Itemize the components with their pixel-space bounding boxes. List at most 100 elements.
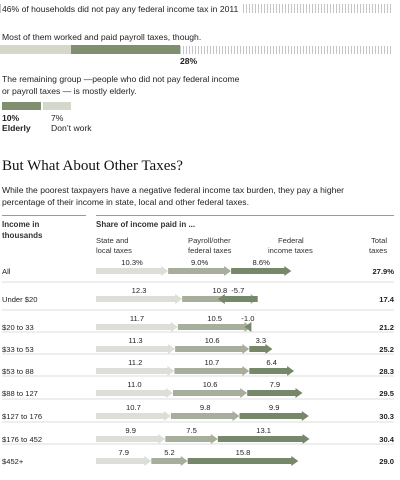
no-federal-income-tax-caption: 46% of households did not pay any federa…	[2, 3, 242, 15]
row-total-3: 25.2	[379, 345, 394, 354]
state-bar-1	[96, 294, 183, 304]
payroll-share-value: 28%	[180, 56, 198, 66]
row-label-5: $88 to 127	[2, 389, 38, 398]
dont-work-value: 7%	[51, 113, 64, 123]
payroll-bar-2	[177, 322, 252, 332]
payroll-bar-7	[165, 434, 218, 444]
federal-bar-6	[239, 411, 309, 421]
row-label-3: $33 to 53	[2, 345, 34, 354]
section-description-line2: percentage of their income in state, loc…	[2, 197, 249, 207]
payroll-bar-8	[151, 456, 188, 466]
header-rule-right	[96, 215, 394, 216]
remaining-caption-line2: or payroll taxes — is mostly elderly.	[2, 86, 137, 96]
federal-bar-2	[244, 322, 252, 332]
section-description-line1: While the poorest taxpayers have a negat…	[2, 185, 345, 195]
state-label-6: 10.7	[126, 403, 141, 412]
federal-bar-1	[217, 294, 258, 304]
state-label-8: 7.9	[118, 448, 129, 457]
federal-bar-4	[249, 366, 295, 376]
payroll-bar-3	[175, 344, 250, 354]
payroll-label-2: 10.5	[207, 314, 222, 323]
federal-label-4: 6.4	[266, 358, 277, 367]
state-label-7: 9.9	[125, 426, 136, 435]
state-label-0: 10.3%	[121, 258, 143, 267]
dont-work-share-bar	[43, 102, 71, 110]
row-label-8: $452+	[2, 457, 24, 466]
payroll-label-7: 7.5	[186, 426, 197, 435]
payroll-label-5: 10.6	[203, 380, 218, 389]
row-total-2: 21.2	[379, 323, 394, 332]
payroll-bar-6	[170, 411, 240, 421]
federal-label-8: 15.8	[236, 448, 251, 457]
row-label-7: $176 to 452	[2, 435, 42, 444]
state-bar-7	[96, 434, 166, 444]
state-bar-8	[96, 456, 152, 466]
row-total-1: 17.4	[379, 295, 395, 304]
federal-bar-8	[187, 456, 299, 466]
state-bar-2	[96, 322, 178, 332]
state-bar-4	[96, 366, 175, 376]
payroll-bar-0	[168, 266, 232, 276]
payroll-label-0: 9.0%	[191, 258, 209, 267]
income-header-line2: thousands	[2, 231, 43, 240]
elderly-share-bar	[2, 102, 42, 110]
payroll-bar-5	[173, 388, 248, 398]
federal-label-0: 8.6%	[253, 258, 271, 267]
elderly-value: 10%	[2, 113, 20, 123]
paid-payroll-share-bar	[70, 45, 181, 54]
row-total-8: 29.0	[379, 457, 394, 466]
federal-label-6: 9.9	[269, 403, 280, 412]
payroll-bar-4	[174, 366, 250, 376]
state-label-2: 11.7	[130, 314, 144, 323]
row-label-6: $127 to 176	[2, 412, 42, 421]
state-label-5: 11.0	[127, 380, 141, 389]
row-label-1: Under $20	[2, 295, 37, 304]
payroll-label-1: 10.8	[213, 286, 228, 295]
payroll-bar-track	[0, 46, 392, 54]
federal-bar-3	[249, 344, 273, 354]
federal-label-1: -5.7	[231, 286, 244, 295]
state-bar-3	[96, 344, 176, 354]
section-title: But What About Other Taxes?	[2, 158, 183, 174]
row-total-6: 30.3	[379, 412, 394, 421]
header-rule-left	[2, 215, 86, 216]
payroll-header-line1: Payroll/other	[188, 236, 231, 245]
federal-bar-7	[217, 434, 310, 444]
row-total-4: 28.3	[379, 367, 394, 376]
federal-bar-0	[231, 266, 292, 276]
federal-label-7: 13.1	[256, 426, 271, 435]
state-bar-0	[96, 266, 169, 276]
state-label-1: 12.3	[132, 286, 147, 295]
payroll-label-8: 5.2	[164, 448, 175, 457]
dont-work-label: Don’t work	[51, 123, 92, 133]
row-label-2: $20 to 33	[2, 323, 34, 332]
row-label-0: All	[2, 267, 11, 276]
payroll-label-6: 9.8	[200, 403, 211, 412]
state-bar-6	[96, 411, 171, 421]
federal-label-2: -1.0	[241, 314, 254, 323]
federal-header-line2: income taxes	[268, 246, 313, 255]
federal-label-3: 3.3	[256, 336, 267, 345]
payroll-header-line2: federal taxes	[188, 246, 232, 255]
federal-bar-5	[247, 388, 303, 398]
share-header: Share of income paid in ...	[96, 220, 196, 229]
total-header-line1: Total	[371, 236, 388, 245]
state-header-line2: local taxes	[96, 246, 132, 255]
total-header-line2: taxes	[369, 246, 388, 255]
state-header-line1: State and	[96, 236, 129, 245]
remaining-caption-line1: The remaining group —people who did not …	[2, 74, 240, 84]
row-label-4: $53 to 88	[2, 367, 34, 376]
elderly-label: Elderly	[2, 123, 31, 133]
payroll-label-4: 10.7	[204, 358, 219, 367]
row-total-7: 30.4	[379, 435, 395, 444]
state-bar-5	[96, 388, 173, 398]
federal-label-5: 7.9	[270, 380, 281, 389]
income-header-line1: Income in	[2, 220, 40, 229]
state-label-4: 11.2	[128, 358, 142, 367]
federal-header-line1: Federal	[278, 236, 304, 245]
state-label-3: 11.3	[128, 336, 142, 345]
row-total-0: 27.9%	[372, 267, 394, 276]
payroll-caption: Most of them worked and paid payroll tax…	[2, 32, 202, 42]
payroll-label-3: 10.6	[205, 336, 220, 345]
